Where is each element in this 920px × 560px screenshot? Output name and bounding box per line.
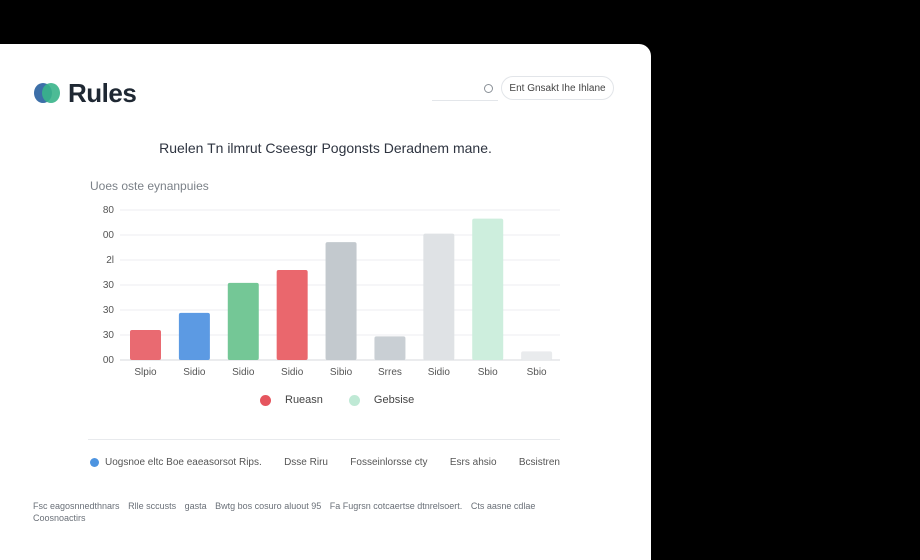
legend-swatch-icon <box>260 394 271 406</box>
info-item: Dsse Riru <box>284 457 328 468</box>
legend-swatch-icon <box>348 394 360 406</box>
status-dot-icon <box>90 458 99 467</box>
footer-text: Fsc eagosnnedthnars Rlle sccusts gasta B… <box>33 500 563 524</box>
chart-legend: Rueasn Gebsise <box>260 394 440 406</box>
section-divider <box>88 439 560 440</box>
bar[interactable] <box>374 336 406 360</box>
x-tick-label: Slpio <box>134 367 157 378</box>
main-panel: Rules Ent Gnsakt Ihe Ihlane Ruelen Tn il… <box>0 44 651 560</box>
app-logo[interactable]: Rules <box>34 78 137 109</box>
x-tick-label: Sidio <box>428 367 451 378</box>
footer-segment: Coosnoactirs <box>33 513 86 523</box>
app-name: Rules <box>68 78 137 108</box>
footer-segment: Cts aasne cdlae <box>470 501 536 511</box>
bar[interactable] <box>130 330 161 360</box>
search-button[interactable]: Ent Gnsakt Ihe Ihlane <box>501 76 614 100</box>
info-row: Uogsnoe eltc Boe eaeasorsot Rips. Dsse R… <box>90 457 560 468</box>
y-tick-label: 2l <box>106 255 114 266</box>
y-tick-label: 30 <box>103 280 115 291</box>
logo-mark-icon <box>34 82 60 105</box>
footer-segment: Fsc eagosnnedthnars <box>33 501 120 511</box>
y-tick-label: 30 <box>103 305 115 316</box>
y-tick-label: 00 <box>103 355 115 366</box>
footer-segment: gasta <box>184 501 207 511</box>
footer-segment: Bwtg bos cosuro aluout 95 <box>215 501 322 511</box>
x-tick-label: Srres <box>378 367 402 378</box>
search-underline <box>432 100 498 101</box>
bar[interactable] <box>178 312 210 360</box>
legend-label: Gebsise <box>373 394 415 406</box>
x-tick-label: Sidio <box>232 367 255 378</box>
search-icon[interactable] <box>484 84 493 93</box>
footer-segment: Rlle sccusts <box>128 501 177 511</box>
y-tick-label: 30 <box>103 330 115 341</box>
bar[interactable] <box>227 282 259 360</box>
info-item: Fosseinlorsse cty <box>350 457 428 468</box>
legend-label: Rueasn <box>285 394 323 406</box>
info-text: Uogsnoe eltc Boe eaeasorsot Rips. <box>105 457 262 468</box>
legend-item[interactable]: Rueasn <box>260 394 323 406</box>
info-item: Bcsistren <box>518 457 560 468</box>
x-tick-label: Sidio <box>183 367 206 378</box>
x-tick-label: Sbio <box>478 367 498 378</box>
bar[interactable] <box>472 218 504 360</box>
legend-item[interactable]: Gebsise <box>348 394 415 406</box>
x-tick-label: Sidio <box>281 367 304 378</box>
chart-title: Ruelen Tn ilmrut Cseesgr Pogonsts Deradn… <box>159 140 492 156</box>
x-tick-label: Sibio <box>330 367 353 378</box>
bar-chart: 00 30 30 30 2l 00 80 Slpio Sidio Sidio Sidio Sibio S… <box>103 205 560 378</box>
y-tick-label: 00 <box>103 230 115 241</box>
bar[interactable] <box>423 233 455 360</box>
info-item: Uogsnoe eltc Boe eaeasorsot Rips. <box>90 457 262 468</box>
info-item: Esrs ahsio <box>449 457 497 468</box>
x-tick-label: Sbio <box>527 367 547 378</box>
footer-segment: Fa Fugrsn cotcaertse dtnrelsoert. <box>329 501 463 511</box>
bar[interactable] <box>521 351 553 360</box>
chart-subtitle: Uoes oste eynanpuies <box>90 179 209 193</box>
y-tick-label: 80 <box>103 205 115 216</box>
bar[interactable] <box>325 242 357 360</box>
bar[interactable] <box>276 270 308 360</box>
